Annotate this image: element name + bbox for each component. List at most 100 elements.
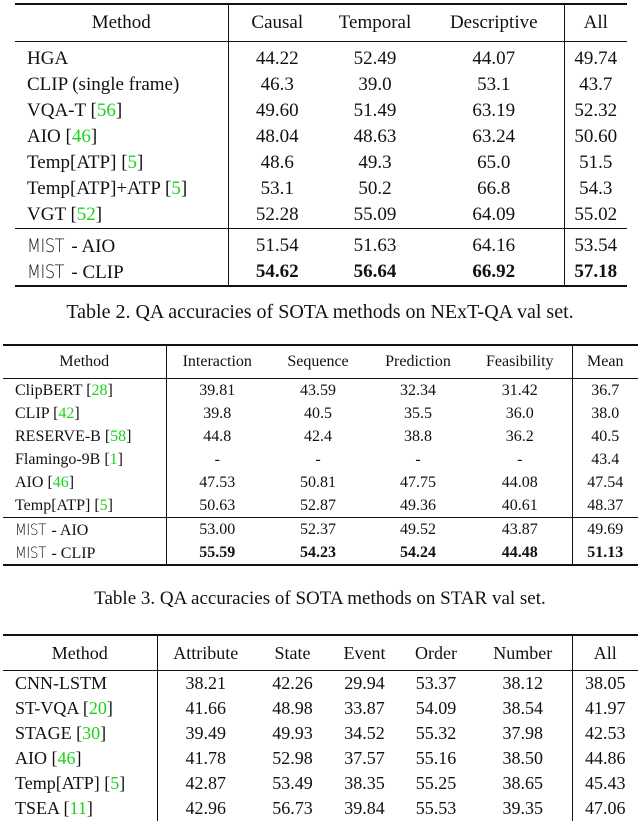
value-cell: - — [315, 450, 321, 468]
value-cell: 42.87 — [156, 771, 254, 796]
value-cell: 65.0 — [477, 152, 511, 173]
value-cell: 39.8 — [165, 402, 268, 425]
value-cell: 43.7 — [563, 72, 627, 98]
value-cell: 66.92 — [424, 259, 564, 287]
citation-link[interactable]: 52 — [76, 204, 96, 225]
table-row: CLIP [42] 39.8 40.5 35.5 36.0 38.0 — [3, 402, 638, 425]
value-cell: 48.98 — [272, 698, 313, 718]
value-cell: 38.8 — [404, 427, 432, 445]
table-row: MIST - AIO 53.00 52.37 49.52 43.87 49.69 — [3, 517, 638, 541]
table-row: Temp[ATP] [5] 50.63 52.87 49.36 40.61 48.37 — [3, 494, 638, 518]
value-cell: 57.18 — [563, 259, 627, 287]
method-name: ClipBERT — [15, 381, 83, 399]
value-cell: 56.73 — [272, 798, 313, 818]
value-cell: 38.12 — [474, 670, 572, 696]
value-cell: 41.78 — [156, 746, 254, 771]
value-cell: 50.63 — [165, 494, 268, 518]
citation-link[interactable]: 5 — [171, 178, 181, 199]
column-header: All — [563, 3, 627, 42]
value-cell: 46.3 — [227, 72, 326, 98]
column-header: Interaction — [165, 344, 268, 379]
caption-table-2: Table 2. QA accuracies of SOTA methods o… — [66, 301, 574, 323]
value-cell: 37.57 — [344, 748, 385, 768]
column-header: Number — [474, 634, 572, 671]
citation-bracket: [ — [65, 126, 72, 147]
mist-logo: MIST — [27, 260, 65, 283]
citation-link[interactable]: 42 — [58, 404, 75, 422]
citation-link[interactable]: 46 — [52, 473, 69, 491]
value-cell: 37.98 — [502, 723, 544, 743]
citation-link[interactable]: 20 — [88, 698, 107, 718]
citation-link[interactable]: 46 — [71, 126, 91, 147]
method-cell: Flamingo-9B [1] — [3, 448, 166, 471]
table-row: MIST - CLIP 55.59 54.23 54.24 44.48 51.13 — [3, 541, 638, 566]
value-cell: 44.22 — [227, 41, 326, 72]
column-header: State — [254, 634, 331, 671]
citation-link[interactable]: 58 — [110, 427, 127, 445]
value-cell: 48.6 — [227, 150, 326, 176]
value-cell: 39.49 — [156, 721, 254, 746]
citation-bracket: [ — [164, 178, 172, 199]
value-cell: 55.09 — [353, 204, 397, 225]
mist-logo: MIST — [15, 542, 46, 562]
citation-bracket: [ — [70, 204, 77, 225]
mist-logo: MIST — [15, 519, 46, 539]
value-cell: 51.5 — [563, 150, 627, 176]
value-cell: 53.49 — [272, 773, 313, 793]
column-header: Method — [3, 634, 157, 671]
value-cell: - — [517, 450, 523, 468]
method-name: TSEA — [15, 798, 60, 818]
citation-bracket: [ — [94, 496, 100, 514]
table-row: ST-VQA [20] 41.66 48.98 33.87 54.09 38.54 41.9… — [3, 696, 638, 721]
value-cell: 44.86 — [571, 746, 638, 771]
value-cell: 51.13 — [571, 541, 638, 566]
table-row: Temp[ATP] [5] 48.6 49.3 65.0 51.5 — [15, 150, 627, 176]
table-row: MIST - CLIP 54.62 56.64 66.92 57.18 — [15, 259, 627, 287]
citation-bracket: [ — [82, 698, 89, 718]
citation-link[interactable]: 11 — [69, 798, 87, 818]
citation-link[interactable]: 5 — [127, 152, 138, 173]
value-cell: 66.8 — [477, 178, 511, 199]
method-name: HGA — [27, 48, 69, 69]
citation-link[interactable]: 46 — [57, 748, 76, 768]
citation-bracket: ] — [117, 450, 123, 468]
method-cell: Temp[ATP] [5] — [3, 494, 166, 518]
column-header: Sequence — [268, 344, 368, 379]
column-header: Event — [331, 634, 398, 671]
value-cell: 51.49 — [353, 100, 397, 121]
value-cell: 54.09 — [415, 698, 457, 718]
value-cell: 45.43 — [571, 771, 638, 796]
method-name: AIO — [15, 748, 47, 768]
citation-bracket: [ — [104, 773, 111, 793]
mist-logo: MIST — [27, 234, 65, 257]
citation-link[interactable]: 1 — [109, 450, 118, 468]
value-cell: 54.62 — [227, 259, 326, 287]
table-row: MIST - AIO 51.54 51.63 64.16 53.54 — [15, 228, 627, 259]
method-cell: MIST - CLIP — [3, 541, 166, 566]
value-cell: 64.16 — [424, 228, 564, 259]
column-header: Descriptive — [424, 3, 564, 42]
value-cell: 55.02 — [563, 202, 627, 229]
column-header: Prediction — [368, 344, 468, 379]
citation-link[interactable]: 5 — [99, 496, 108, 514]
value-cell: 55.32 — [415, 723, 457, 743]
value-cell: 52.49 — [326, 41, 424, 72]
value-cell: 48.04 — [227, 124, 326, 150]
value-cell: 39.0 — [358, 74, 392, 95]
value-cell: 51.63 — [326, 228, 424, 259]
method-name: Flamingo-9B — [15, 450, 101, 468]
column-header: Mean — [571, 344, 638, 379]
value-cell: 39.35 — [502, 798, 544, 818]
value-cell: 39.84 — [344, 798, 385, 818]
table-row: RESERVE-B [58] 44.8 42.4 38.8 36.2 40.5 — [3, 425, 638, 448]
citation-link[interactable]: 28 — [91, 381, 108, 399]
value-cell: 64.09 — [472, 204, 516, 225]
header-row: Method Interaction Sequence Prediction Feasi… — [3, 344, 638, 379]
citation-link[interactable]: 56 — [96, 100, 116, 121]
value-cell: 53.37 — [398, 670, 474, 696]
citation-link[interactable]: 5 — [110, 773, 120, 793]
value-cell: 54.3 — [563, 176, 627, 202]
citation-bracket: [ — [121, 152, 128, 173]
value-cell: 36.2 — [505, 427, 534, 445]
citation-link[interactable]: 30 — [82, 723, 101, 743]
